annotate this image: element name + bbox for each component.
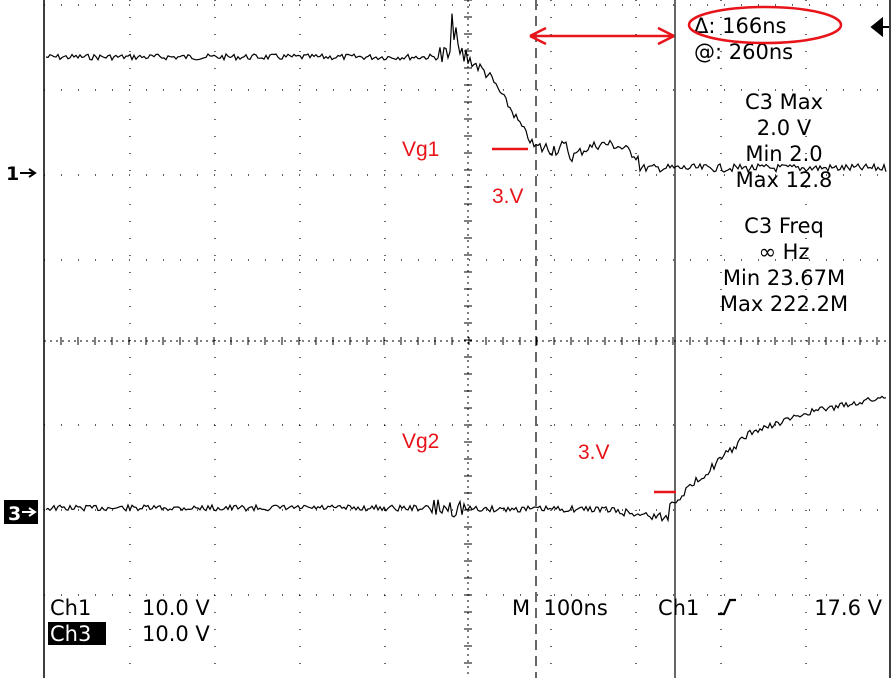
timebase: M 100ns xyxy=(512,596,608,620)
trigger-level: 17.6 V xyxy=(814,596,882,620)
ch3-scale: 10.0 V xyxy=(142,622,210,646)
svg-text:3: 3 xyxy=(8,503,21,525)
cursor-delta-readout: Δ: 166ns xyxy=(694,14,786,38)
trigger-arrow-icon xyxy=(870,16,889,38)
channel-1-marker[interactable]: 1 xyxy=(6,163,37,185)
measurement-value: 2.0 V xyxy=(757,116,812,140)
measurement-c3-max: C3 Max 2.0 V Min 2.0 Max 12.8 xyxy=(736,90,833,192)
trigger-source: Ch1 xyxy=(658,596,699,620)
channel-3-trace xyxy=(45,395,887,523)
measurement-value: ∞ Hz xyxy=(759,240,810,264)
delta-highlight-ellipse xyxy=(687,5,843,45)
measurement-max: Max 12.8 xyxy=(736,168,833,192)
vg1-label: Vg1 xyxy=(402,138,439,161)
measurement-title: C3 Max xyxy=(745,90,823,114)
ch3-label: Ch3 xyxy=(50,622,91,646)
svg-text:1: 1 xyxy=(6,163,19,185)
ch1-scale: 10.0 V xyxy=(142,596,210,620)
vg2-label: Vg2 xyxy=(402,430,439,453)
double-arrow-icon xyxy=(529,26,675,46)
measurement-title: C3 Freq xyxy=(744,214,824,238)
graticule xyxy=(43,0,891,678)
annotations: Vg1 3.V Vg2 3.V xyxy=(402,5,843,494)
channel-3-marker[interactable]: 3 xyxy=(4,500,38,525)
status-bar: Ch1 10.0 V Ch3 10.0 V M 100ns Ch1 17.6 V xyxy=(48,596,883,646)
channel-1-trace xyxy=(45,13,887,173)
rising-edge-icon xyxy=(718,598,736,616)
vg1-level-label: 3.V xyxy=(492,185,524,208)
measurement-min: Min 2.0 xyxy=(745,142,822,166)
ch1-label: Ch1 xyxy=(50,596,91,620)
measurement-c3-freq: C3 Freq ∞ Hz Min 23.67M Max 222.2M xyxy=(720,214,848,316)
vg2-level-label: 3.V xyxy=(578,441,610,464)
measurement-min: Min 23.67M xyxy=(723,266,845,290)
measurement-max: Max 222.2M xyxy=(720,292,848,316)
